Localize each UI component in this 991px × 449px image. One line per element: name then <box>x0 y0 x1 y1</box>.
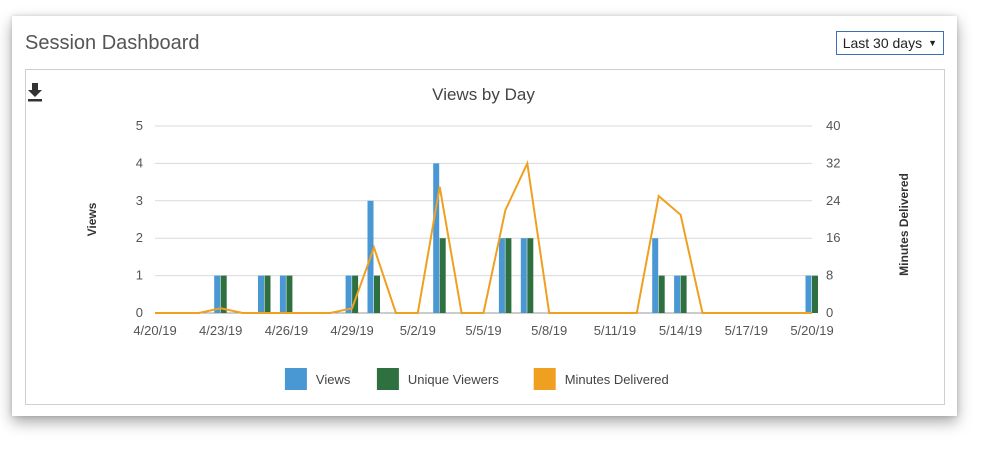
y-tick-label: 0 <box>136 305 143 320</box>
x-tick-label: 5/14/19 <box>659 323 702 338</box>
x-tick-label: 5/8/19 <box>531 323 567 338</box>
legend-swatch <box>376 368 399 390</box>
date-range-value: Last 30 days <box>842 35 923 51</box>
chart-title: Views by Day <box>432 85 535 104</box>
legend-swatch <box>284 368 307 390</box>
y2-tick-label: 0 <box>826 305 833 320</box>
y-tick-label: 4 <box>136 155 143 170</box>
legend-label: Views <box>316 372 351 387</box>
bar-views <box>498 238 505 313</box>
bar-views <box>805 275 812 313</box>
y-axis-title: Views <box>85 202 99 236</box>
x-tick-label: 5/2/19 <box>400 323 436 338</box>
bar-unique-viewers <box>505 238 512 313</box>
x-tick-label: 5/17/19 <box>725 323 768 338</box>
bar-unique-viewers <box>220 275 227 313</box>
download-icon[interactable] <box>26 82 44 102</box>
x-tick-label: 4/26/19 <box>265 323 308 338</box>
bar-views <box>652 238 659 313</box>
bar-unique-viewers <box>374 275 380 313</box>
bar-unique-viewers <box>286 275 293 313</box>
y2-tick-label: 40 <box>826 118 840 133</box>
bar-unique-viewers <box>812 275 818 313</box>
y-tick-label: 5 <box>136 118 143 133</box>
y-tick-label: 3 <box>136 193 143 208</box>
bar-views <box>258 275 264 313</box>
y2-axis-title: Minutes Delivered <box>897 173 911 276</box>
y2-tick-label: 32 <box>826 155 840 170</box>
date-range-select[interactable]: Last 30 days ▼ <box>835 31 944 55</box>
x-tick-label: 5/20/19 <box>790 323 833 338</box>
y2-tick-label: 8 <box>826 268 833 283</box>
x-tick-label: 4/20/19 <box>133 323 176 338</box>
legend-label: Minutes Delivered <box>565 372 669 387</box>
x-tick-label: 4/23/19 <box>199 323 242 338</box>
bar-views <box>520 238 527 313</box>
chart-svg: Views by Day 0 1 2 3 4 5 0 8 16 24 32 40 Views Minutes… <box>85 85 911 390</box>
x-tick-label: 4/29/19 <box>330 323 373 338</box>
caret-down-icon: ▼ <box>928 38 937 48</box>
page-title: Session Dashboard <box>25 32 200 54</box>
y2-tick-label: 24 <box>826 193 840 208</box>
bar-unique-viewers <box>680 275 687 313</box>
bar-views <box>345 275 352 313</box>
bar-views <box>214 275 221 313</box>
legend-label: Unique Viewers <box>408 372 499 387</box>
y-tick-label: 2 <box>136 230 143 245</box>
bar-views <box>433 163 440 313</box>
y2-tick-label: 16 <box>826 230 840 245</box>
x-tick-label: 5/11/19 <box>594 323 636 338</box>
bar-unique-viewers <box>439 238 446 313</box>
bar-views <box>674 275 681 313</box>
session-dashboard-panel: Session Dashboard Last 30 days ▼ Views b… <box>12 16 957 416</box>
legend-swatch <box>533 368 556 390</box>
views-by-day-chart: Views by Day 0 1 2 3 4 5 0 8 16 24 32 40 Views Minutes… <box>25 69 945 405</box>
bar-unique-viewers <box>352 275 359 313</box>
bar-views <box>279 275 286 313</box>
x-tick-label: 5/5/19 <box>465 323 501 338</box>
y-tick-label: 1 <box>136 268 143 283</box>
bar-unique-viewers <box>658 275 665 313</box>
bar-unique-viewers <box>264 275 271 313</box>
bar-unique-viewers <box>527 238 534 313</box>
series-line-minutes-delivered <box>155 159 812 314</box>
